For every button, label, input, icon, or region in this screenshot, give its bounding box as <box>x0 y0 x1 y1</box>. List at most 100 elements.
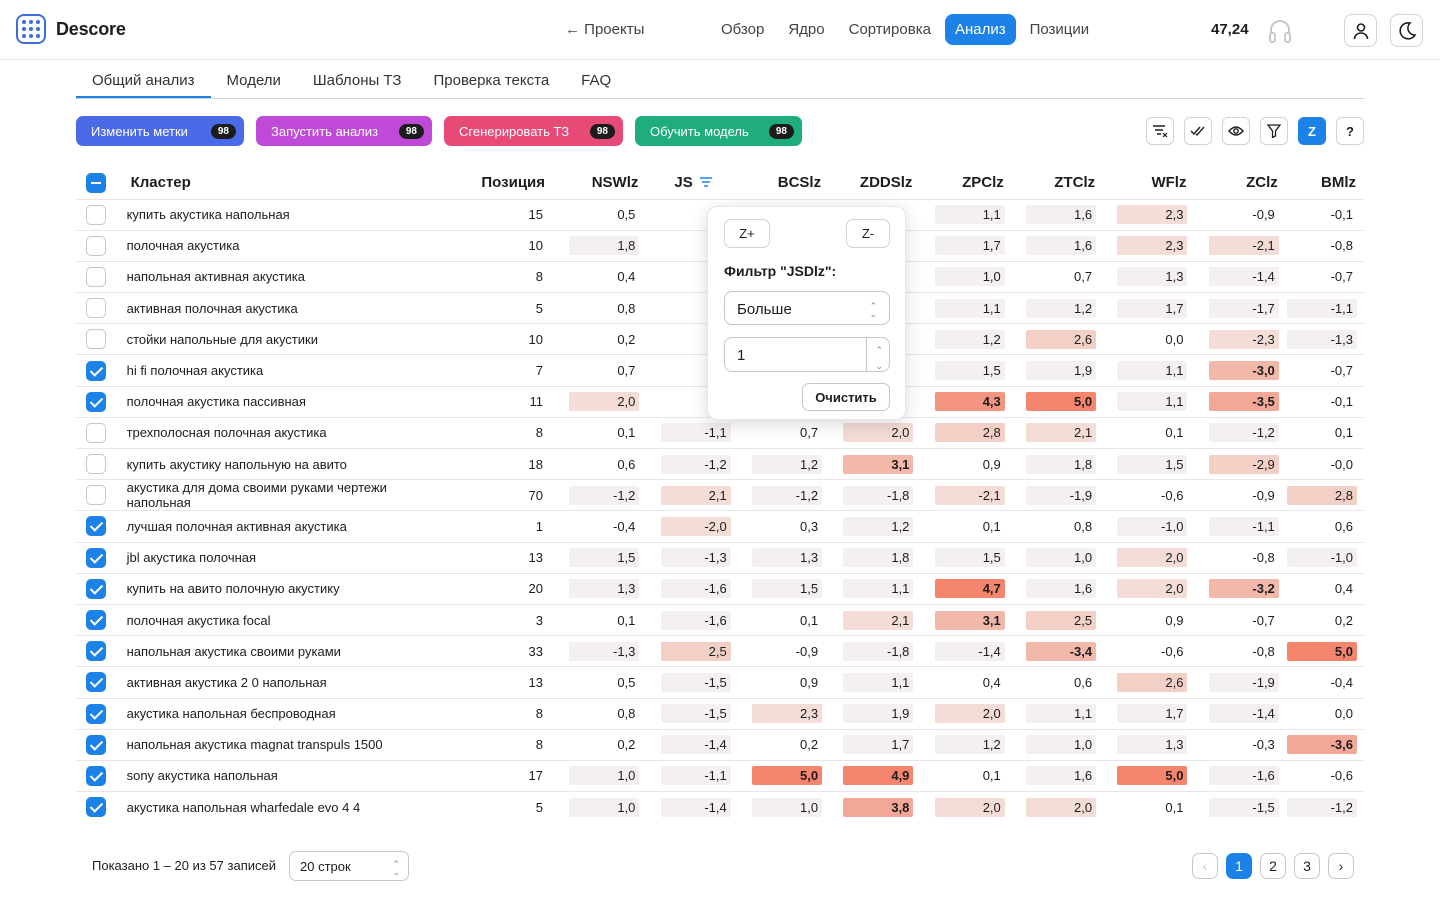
table-row[interactable]: акустика напольная беспроводная 8 0,8 -1,5 2… <box>76 697 1364 730</box>
row-checkbox[interactable] <box>86 734 107 755</box>
subtab-2[interactable]: Шаблоны ТЗ <box>312 72 402 89</box>
column-header-6[interactable]: ZPClz <box>920 167 1011 199</box>
table-row[interactable]: акустика для дома своими руками чертежи … <box>76 479 1364 511</box>
check-all-button[interactable] <box>1184 117 1212 145</box>
row-checkbox[interactable] <box>86 422 107 443</box>
table-row[interactable]: полочная акустика focal 3 0,1 -1,6 0,1 2,1 3,1… <box>76 603 1364 636</box>
column-header-5[interactable]: ZDDSlz <box>829 167 920 199</box>
cluster-keyword: акустика для дома своими руками чертежи … <box>116 479 462 511</box>
row-checkbox[interactable] <box>86 298 107 319</box>
visibility-button[interactable] <box>1222 117 1250 145</box>
row-checkbox[interactable] <box>86 765 107 786</box>
row-checkbox[interactable] <box>86 329 107 350</box>
nav-item-3[interactable]: Анализ <box>944 14 1016 45</box>
logo[interactable]: Descore <box>16 14 126 44</box>
clear-filter-button[interactable]: Очистить <box>802 383 890 411</box>
row-checkbox[interactable] <box>86 204 107 225</box>
nav-item-2[interactable]: Сортировка <box>848 21 931 38</box>
metric-cell: 0,1 <box>1285 416 1364 449</box>
prev-page-button[interactable]: ‹ <box>1192 853 1218 879</box>
table-row[interactable]: лучшая полочная активная акустика 1 -0,4 -2… <box>76 510 1364 543</box>
metric-cell: -1,7 <box>1194 292 1286 324</box>
table-row[interactable]: напольная акустика magnat transpuls 1500… <box>76 728 1364 761</box>
nav-item-4[interactable]: Позиции <box>1029 21 1090 38</box>
column-header-1[interactable]: Позиция <box>462 167 553 199</box>
row-checkbox[interactable] <box>86 578 107 599</box>
row-checkbox[interactable] <box>86 485 107 506</box>
page-button-3[interactable]: 3 <box>1294 853 1320 879</box>
column-header-3[interactable]: JS <box>646 167 737 199</box>
metric-value: 2,0 <box>934 704 1005 724</box>
filter-button[interactable] <box>1260 117 1288 145</box>
action-button-1[interactable]: Запустить анализ 98 <box>256 116 432 146</box>
table-row[interactable]: активная акустика 2 0 напольная 13 0,5 -1,5… <box>76 666 1364 698</box>
row-checkbox[interactable] <box>86 360 107 381</box>
column-header-4[interactable]: BCSlz <box>738 167 829 199</box>
dark-mode-toggle[interactable] <box>1390 14 1423 47</box>
table-row[interactable]: полочная акустика пассивная112,0-4,35,01… <box>76 385 1364 418</box>
metric-cell: -0,3 <box>1194 728 1286 761</box>
table-row[interactable]: трехполосная полочная акустика 8 0,1 -1,1 0,… <box>76 416 1364 449</box>
column-header-10[interactable]: BMlz <box>1286 167 1364 199</box>
row-checkbox[interactable] <box>86 610 107 631</box>
subtab-0[interactable]: Общий анализ <box>76 60 211 98</box>
row-checkbox[interactable] <box>86 703 107 724</box>
z-score-toggle[interactable]: Z <box>1298 117 1326 145</box>
metric-value: -0,0 <box>1330 456 1353 472</box>
table-row[interactable]: jbl акустика полочная 13 1,5 -1,3 1,3 1,8 1,5 1… <box>76 541 1364 574</box>
rows-per-page-select[interactable]: 20 строк ⌃ ⌄ <box>289 851 409 881</box>
row-checkbox[interactable] <box>86 266 107 287</box>
column-header-label: ZDDSlz <box>859 174 913 192</box>
stepper-icon[interactable]: ⌃ ⌄ <box>875 345 883 371</box>
page-button-1[interactable]: 1 <box>1226 853 1252 879</box>
select-all-checkbox[interactable] <box>86 172 107 193</box>
row-checkbox[interactable] <box>86 454 107 475</box>
headphones-icon[interactable] <box>1268 18 1292 44</box>
column-header-0[interactable]: Кластер <box>117 167 462 199</box>
column-header-9[interactable]: ZClz <box>1194 167 1285 199</box>
subtab-4[interactable]: FAQ <box>581 72 612 89</box>
table-row[interactable]: sony акустика напольная 17 1,0 -1,1 5,0 4,9 0,… <box>76 759 1364 792</box>
position-value: 33 <box>461 635 554 667</box>
row-checkbox[interactable] <box>86 797 107 818</box>
metric-value: 1,2 <box>843 516 914 536</box>
action-button-3[interactable]: Обучить модель 98 <box>635 116 802 146</box>
filter-value-input[interactable]: 1 ⌃ ⌄ <box>724 337 890 372</box>
column-header-2[interactable]: NSWlz <box>553 167 646 199</box>
filter-operator-select[interactable]: Больше ⌃ ⌄ <box>724 291 890 325</box>
position-value: 8 <box>461 728 554 761</box>
table-row[interactable]: купить акустику напольную на авито 18 0,6 -… <box>76 447 1364 480</box>
nav-item-0[interactable]: Обзор <box>721 21 765 38</box>
row-checkbox[interactable] <box>86 391 107 412</box>
table-row[interactable]: купить акустика напольная150,5-1,11,62,3… <box>76 198 1364 231</box>
nav-item-1[interactable]: Ядро <box>788 21 825 38</box>
subtab-3[interactable]: Проверка текста <box>433 72 550 89</box>
row-checkbox[interactable] <box>86 547 107 568</box>
column-header-7[interactable]: ZTClz <box>1012 167 1103 199</box>
z-minus-button[interactable]: Z- <box>846 219 890 248</box>
z-plus-button[interactable]: Z+ <box>724 219 770 248</box>
column-header-label: ZPClz <box>962 174 1004 192</box>
table-row[interactable]: купить на авито полочную акустику 20 1,3 -1… <box>76 572 1364 605</box>
row-checkbox[interactable] <box>86 516 107 537</box>
clear-filter-button[interactable] <box>1146 117 1174 145</box>
user-profile-button[interactable] <box>1344 14 1377 47</box>
column-header-8[interactable]: WFlz <box>1103 167 1194 199</box>
back-to-projects-link[interactable]: ← Проекты <box>565 21 645 38</box>
column-filter-icon[interactable] <box>699 177 713 188</box>
next-page-button[interactable]: › <box>1328 853 1354 879</box>
table-row[interactable]: напольная акустика своими руками 33 -1,3 2,… <box>76 635 1364 667</box>
row-checkbox[interactable] <box>86 641 107 662</box>
action-button-2[interactable]: Сгенерировать ТЗ 98 <box>444 116 623 146</box>
metric-value: 1,3 <box>752 548 823 568</box>
metric-cell: 0,7 <box>1011 260 1104 293</box>
table-row[interactable]: акустика напольная wharfedale evo 4 4 5 1,… <box>76 791 1364 823</box>
subtab-1[interactable]: Модели <box>226 72 281 89</box>
help-button[interactable]: ? <box>1336 117 1364 145</box>
page-button-2[interactable]: 2 <box>1260 853 1286 879</box>
action-button-0[interactable]: Изменить метки 98 <box>76 116 244 146</box>
row-checkbox[interactable] <box>86 672 107 693</box>
row-checkbox[interactable] <box>86 235 107 256</box>
